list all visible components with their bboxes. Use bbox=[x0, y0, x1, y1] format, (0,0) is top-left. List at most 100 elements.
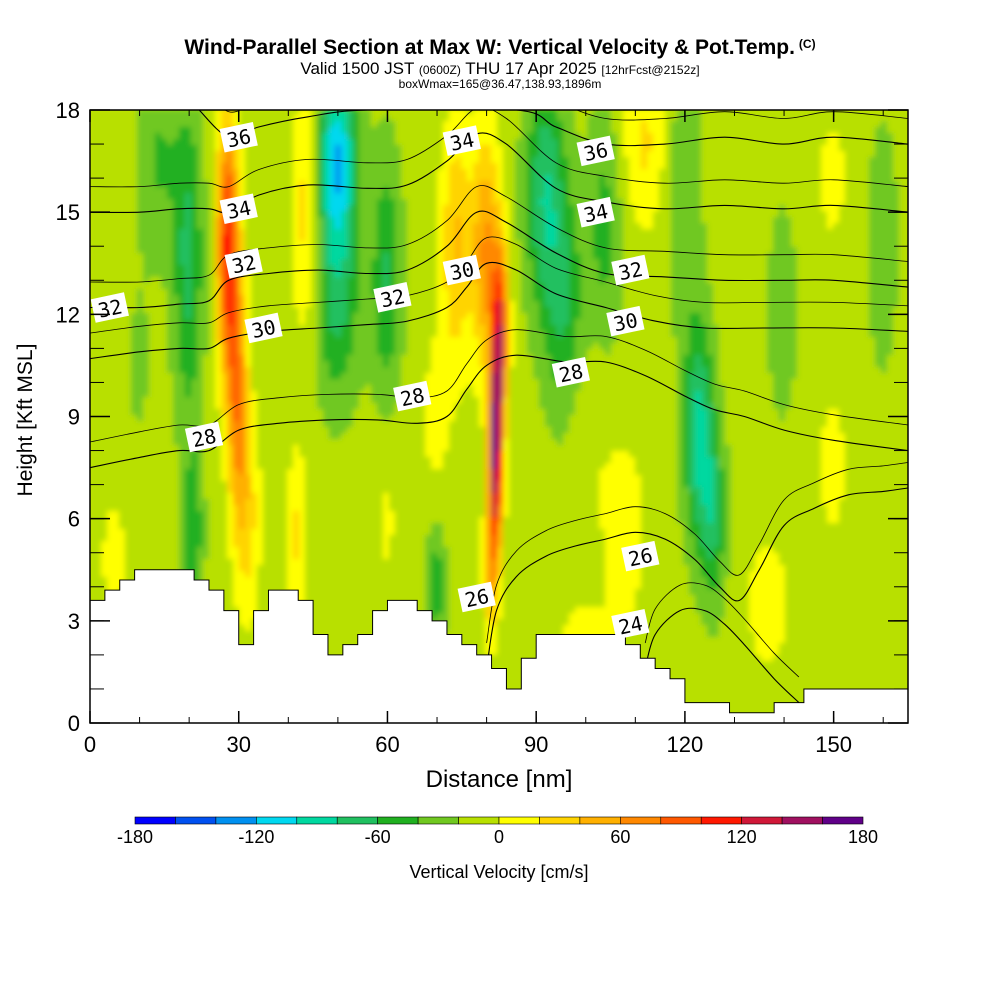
velocity-cell bbox=[695, 277, 703, 285]
velocity-cell bbox=[683, 223, 691, 231]
velocity-cell bbox=[893, 313, 901, 321]
velocity-cell bbox=[665, 241, 673, 249]
velocity-cell bbox=[653, 259, 661, 267]
velocity-cell bbox=[113, 127, 121, 135]
velocity-cell bbox=[95, 205, 103, 213]
velocity-cell bbox=[107, 319, 115, 327]
velocity-cell bbox=[173, 229, 181, 237]
velocity-cell bbox=[215, 157, 223, 165]
velocity-cell bbox=[431, 241, 439, 249]
velocity-cell bbox=[617, 283, 625, 291]
velocity-cell bbox=[251, 145, 259, 153]
velocity-cell bbox=[263, 223, 271, 231]
velocity-cell bbox=[101, 289, 109, 297]
velocity-cell bbox=[569, 127, 577, 135]
velocity-cell bbox=[425, 247, 433, 255]
velocity-cell bbox=[113, 139, 121, 147]
velocity-cell bbox=[731, 110, 739, 117]
velocity-cell bbox=[503, 199, 511, 207]
velocity-cell bbox=[233, 229, 241, 237]
velocity-cell bbox=[473, 181, 481, 189]
velocity-cell bbox=[90, 247, 97, 255]
velocity-cell bbox=[869, 229, 877, 237]
velocity-cell bbox=[143, 265, 151, 273]
velocity-cell bbox=[767, 265, 775, 273]
velocity-cell bbox=[641, 181, 649, 189]
velocity-cell bbox=[149, 235, 157, 243]
velocity-cell bbox=[503, 127, 511, 135]
velocity-cell bbox=[389, 277, 397, 285]
velocity-cell bbox=[875, 277, 883, 285]
velocity-cell bbox=[365, 175, 373, 183]
velocity-cell bbox=[533, 283, 541, 291]
velocity-cell bbox=[269, 289, 277, 297]
velocity-cell bbox=[341, 253, 349, 261]
velocity-cell bbox=[809, 145, 817, 153]
velocity-cell bbox=[611, 229, 619, 237]
velocity-cell bbox=[365, 121, 373, 129]
velocity-cell bbox=[389, 211, 397, 219]
velocity-cell bbox=[371, 313, 379, 321]
velocity-cell bbox=[251, 187, 259, 195]
velocity-cell bbox=[641, 133, 649, 141]
velocity-cell bbox=[647, 187, 655, 195]
velocity-cell bbox=[257, 277, 265, 285]
velocity-cell bbox=[713, 115, 721, 123]
velocity-cell bbox=[665, 121, 673, 129]
velocity-cell bbox=[119, 157, 127, 165]
velocity-cell bbox=[563, 223, 571, 231]
velocity-cell bbox=[461, 235, 469, 243]
velocity-cell bbox=[797, 265, 805, 273]
velocity-cell bbox=[905, 199, 908, 207]
velocity-cell bbox=[821, 265, 829, 273]
velocity-cell bbox=[587, 295, 595, 303]
velocity-cell bbox=[497, 110, 505, 117]
velocity-cell bbox=[905, 187, 908, 195]
velocity-cell bbox=[863, 199, 871, 207]
velocity-cell bbox=[815, 295, 823, 303]
velocity-cell bbox=[689, 169, 697, 177]
velocity-cell bbox=[305, 115, 313, 123]
velocity-cell bbox=[365, 289, 373, 297]
velocity-cell bbox=[185, 151, 193, 159]
velocity-cell bbox=[467, 193, 475, 201]
velocity-cell bbox=[497, 145, 505, 153]
velocity-cell bbox=[347, 295, 355, 303]
velocity-cell bbox=[869, 181, 877, 189]
velocity-cell bbox=[479, 151, 487, 159]
velocity-cell bbox=[203, 277, 211, 285]
velocity-cell bbox=[275, 193, 283, 201]
velocity-cell bbox=[335, 175, 343, 183]
velocity-cell bbox=[119, 325, 127, 333]
velocity-cell bbox=[893, 133, 901, 141]
velocity-cell bbox=[773, 145, 781, 153]
velocity-cell bbox=[893, 169, 901, 177]
velocity-cell bbox=[461, 301, 469, 309]
velocity-cell bbox=[281, 247, 289, 255]
velocity-cell bbox=[383, 259, 391, 267]
velocity-cell bbox=[785, 229, 793, 237]
velocity-cell bbox=[95, 181, 103, 189]
velocity-cell bbox=[803, 163, 811, 171]
velocity-cell bbox=[113, 145, 121, 153]
velocity-cell bbox=[587, 271, 595, 279]
velocity-cell bbox=[725, 271, 733, 279]
velocity-cell bbox=[299, 271, 307, 279]
velocity-cell bbox=[815, 265, 823, 273]
velocity-cell bbox=[611, 205, 619, 213]
velocity-cell bbox=[515, 157, 523, 165]
velocity-cell bbox=[269, 110, 277, 117]
velocity-cell bbox=[863, 139, 871, 147]
velocity-cell bbox=[905, 253, 908, 261]
velocity-cell bbox=[737, 139, 745, 147]
velocity-cell bbox=[611, 110, 619, 117]
velocity-cell bbox=[647, 181, 655, 189]
velocity-cell bbox=[107, 217, 115, 225]
velocity-cell bbox=[653, 133, 661, 141]
velocity-cell bbox=[569, 319, 577, 327]
velocity-cell bbox=[455, 205, 463, 213]
velocity-cell bbox=[725, 151, 733, 159]
velocity-cell bbox=[857, 211, 865, 219]
velocity-cell bbox=[677, 271, 685, 279]
velocity-cell bbox=[803, 313, 811, 321]
